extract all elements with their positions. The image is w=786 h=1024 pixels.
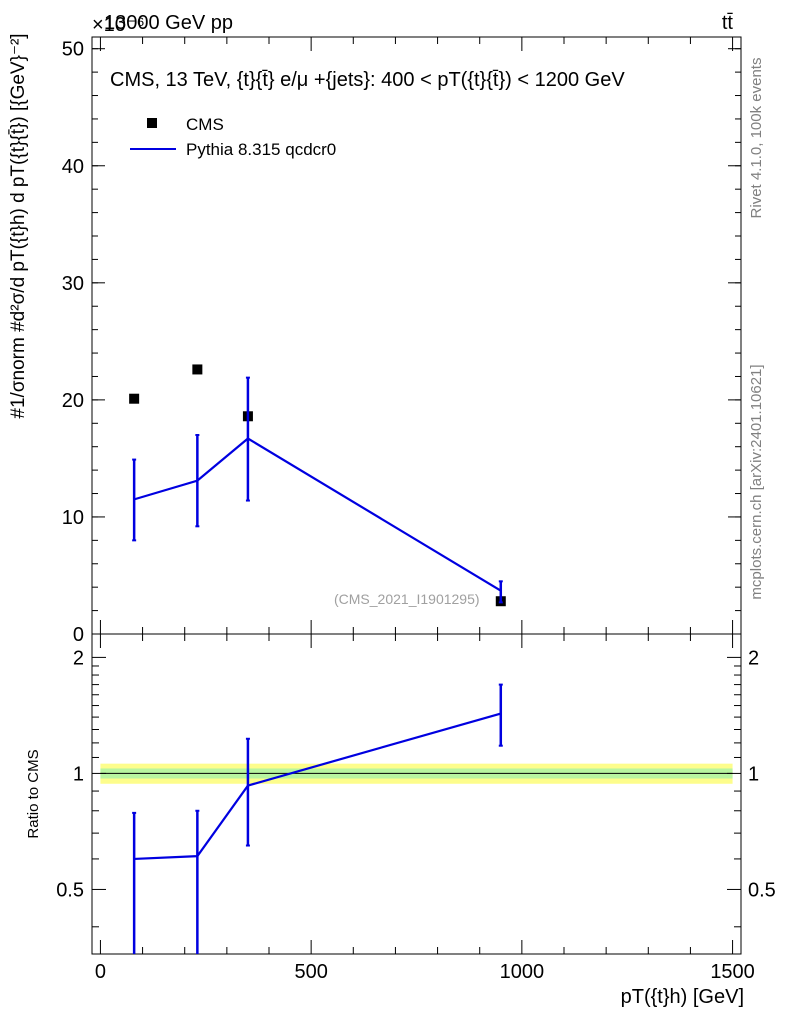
main-ytick-label: 40 <box>62 156 84 178</box>
ratio-ytick-label-right: 2 <box>748 647 759 669</box>
ratio-ytick-label-right: 1 <box>748 763 759 785</box>
ratio-ylabel: Ratio to CMS <box>25 749 42 838</box>
main-ytick-label: 0 <box>73 624 84 646</box>
site-label: mcplots.cern.ch [arXiv:2401.10621] <box>748 364 765 599</box>
ratio-xtick-label: 1500 <box>710 961 755 983</box>
rivet-label: Rivet 4.1.0, 100k events <box>748 58 765 219</box>
ratio-xtick-label: 500 <box>294 961 327 983</box>
ratio-ytick-label: 0.5 <box>56 879 84 901</box>
main-ytick-label: 30 <box>62 273 84 295</box>
ratio-pythia-line <box>134 712 502 861</box>
ratio-frame <box>91 633 742 955</box>
watermark: (CMS_2021_I1901295) <box>334 591 480 607</box>
process-label: tt̄ <box>722 12 734 34</box>
pythia-line <box>133 437 502 592</box>
ratio-ytick-label-right: 0.5 <box>748 879 776 901</box>
main-ylabel: #1/σnorm #d²σ/d pT({t}h) d pT({t}{t̄}) [… <box>8 33 29 418</box>
cms-point <box>192 364 203 375</box>
beam-label: 13000 GeV pp <box>104 12 233 34</box>
legend-cms-marker <box>147 118 157 128</box>
ratio-xlabel: pT({t}h) [GeV] <box>621 986 744 1008</box>
ratio-ytick-label: 1 <box>73 763 84 785</box>
legend-pythia-label: Pythia 8.315 qcdcr0 <box>186 140 336 159</box>
ratio-ytick-label: 2 <box>73 647 84 669</box>
legend-cms-label: CMS <box>186 115 224 134</box>
main-ytick-label: 10 <box>62 507 84 529</box>
ratio-xtick-label: 0 <box>95 961 106 983</box>
ratio-xtick-label: 1000 <box>500 961 545 983</box>
main-ytick-label: 50 <box>62 39 84 61</box>
main-title: CMS, 13 TeV, {t}{t̄} e/μ +{jets}: 400 < … <box>110 69 625 91</box>
main-ytick-label: 20 <box>62 390 84 412</box>
exponent-label: ×10⁻⁶ <box>92 14 145 36</box>
cms-point <box>129 393 140 404</box>
